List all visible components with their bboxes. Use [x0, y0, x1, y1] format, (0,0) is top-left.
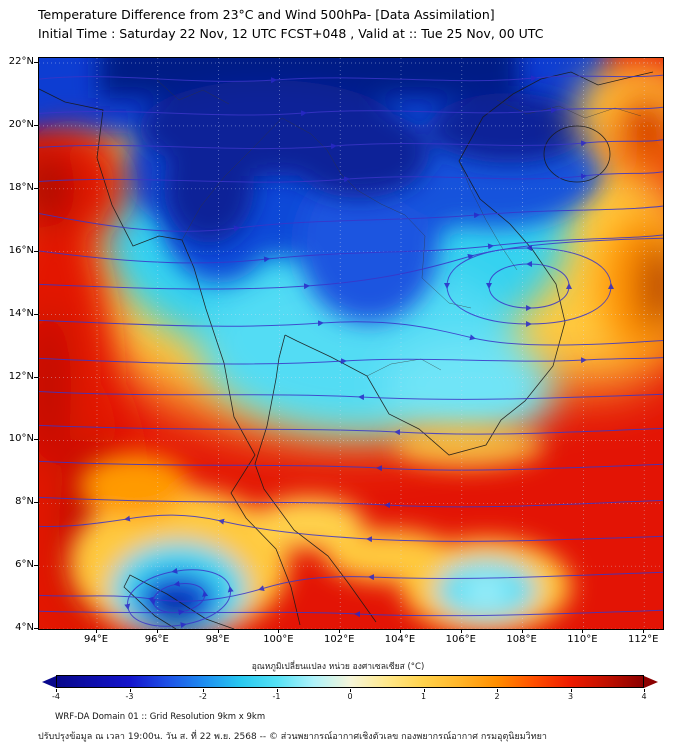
- lon-label: 104°E: [384, 634, 416, 645]
- colorbar-gradient: [56, 675, 644, 688]
- wind-streamlines: [39, 74, 663, 629]
- lat-tick: [34, 565, 38, 567]
- colorbar-tick-label: 4: [641, 692, 647, 701]
- colorbar-tick-label: -2: [199, 692, 207, 701]
- lon-tick: [521, 629, 523, 633]
- lat-tick: [34, 376, 38, 378]
- lat-label: 22°N: [8, 56, 34, 67]
- map-plot: [39, 58, 663, 629]
- lon-tick: [582, 629, 584, 633]
- lon-label: 96°E: [144, 634, 169, 645]
- lon-label: 108°E: [506, 634, 537, 645]
- lon-tick: [460, 629, 462, 633]
- lon-label: 98°E: [205, 634, 230, 645]
- lon-label: 112°E: [627, 634, 659, 645]
- lat-tick: [34, 124, 38, 126]
- colorbar-tick-label: 1: [420, 692, 427, 701]
- lat-tick: [34, 250, 38, 252]
- footer-credit: ปรับปรุงข้อมูล ณ เวลา 19:00น. วัน ส. ที่…: [38, 732, 547, 742]
- lon-tick: [278, 629, 280, 633]
- colorbar-right-arrow: [644, 675, 658, 688]
- footer-domain-info: WRF-DA Domain 01 :: Grid Resolution 9km …: [55, 712, 266, 722]
- colorbar-tick-label: -3: [125, 692, 134, 701]
- lat-label: 10°N: [8, 433, 34, 445]
- colorbar-tick-mark: [497, 689, 498, 692]
- lon-tick: [643, 629, 645, 633]
- colorbar: [42, 675, 658, 688]
- lat-label: 14°N: [8, 307, 34, 319]
- colorbar-tick-label: 0: [347, 692, 353, 701]
- colorbar-tick-label: -4: [52, 692, 60, 701]
- cyclonic-loop-east-inner: [488, 264, 569, 308]
- lat-tick: [34, 502, 38, 504]
- colorbar-tick-mark: [129, 689, 131, 692]
- lon-tick: [156, 629, 158, 633]
- lon-label: 106°E: [445, 634, 476, 645]
- colorbar-tick-mark: [644, 689, 645, 692]
- colorbar-ticks: -4 -3 -2 -1 0 1 2 3 4: [52, 689, 647, 703]
- colorbar-tick-mark: [276, 689, 278, 692]
- lat-label: 16°N: [8, 244, 34, 256]
- colorbar-tick-mark: [56, 689, 57, 692]
- lat-tick: [34, 62, 38, 63]
- chart-subtitle: Initial Time : Saturday 22 Nov, 12 UTC F…: [38, 26, 544, 41]
- map-frame: [38, 57, 664, 630]
- lon-label: 102°E: [323, 634, 355, 645]
- lat-label: 8°N: [15, 496, 34, 508]
- colorbar-tick-mark: [350, 689, 351, 692]
- colorbar-tick-mark: [570, 689, 572, 692]
- colorbar-label: อุณหภูมิเปลี่ยนแปลง หน่วย องศาเซลเซียส (…: [251, 662, 425, 672]
- lon-label: 94°E: [83, 634, 109, 645]
- lon-label: 100°E: [263, 634, 294, 645]
- colorbar-left-arrow: [42, 675, 56, 688]
- lat-label: 4°N: [15, 622, 34, 634]
- lon-tick: [217, 629, 219, 633]
- lat-label: 18°N: [8, 181, 34, 193]
- colorbar-tick-mark: [203, 689, 204, 692]
- colorbar-tick-label: 2: [494, 692, 500, 701]
- lat-label: 12°N: [8, 370, 34, 382]
- lat-label: 6°N: [15, 559, 34, 571]
- colorbar-tick-label: 3: [567, 692, 574, 701]
- lat-tick: [34, 187, 38, 189]
- lon-tick: [96, 629, 97, 633]
- lon-tick: [400, 629, 401, 633]
- colorbar-tick-label: -1: [272, 692, 281, 701]
- lat-tick: [34, 628, 38, 630]
- lat-label: 20°N: [8, 118, 34, 130]
- lat-tick: [34, 313, 38, 315]
- chart-title: Temperature Difference from 23°C and Win…: [38, 7, 495, 22]
- lat-tick: [34, 439, 38, 441]
- cyclonic-loop-southwest-outer: [127, 562, 235, 629]
- colorbar-tick-mark: [423, 689, 425, 692]
- cyclonic-loop-east-outer: [446, 248, 611, 324]
- lon-label: 110°E: [567, 634, 598, 645]
- lon-tick: [339, 629, 341, 633]
- cyclonic-loop-southwest-inner: [152, 580, 207, 617]
